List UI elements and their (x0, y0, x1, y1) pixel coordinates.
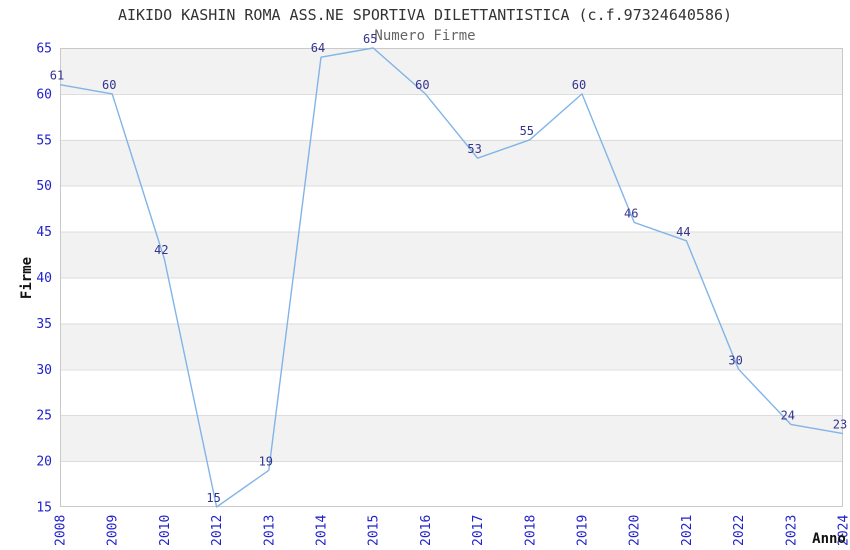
plot-band (60, 93, 843, 140)
chart-title: AIKIDO KASHIN ROMA ASS.NE SPORTIVA DILET… (117, 6, 733, 24)
y-tick-label: 60 (36, 87, 52, 102)
x-tick-label: 2009 (106, 515, 121, 546)
data-point-label: 44 (676, 225, 690, 239)
plot-band (60, 323, 843, 370)
data-point-label: 24 (781, 408, 795, 422)
x-tick-label: 2023 (784, 515, 799, 546)
data-point-label: 65 (363, 32, 377, 46)
plot-band (60, 48, 843, 94)
x-tick-label: 2013 (262, 515, 277, 546)
x-tick-label: 2018 (523, 515, 538, 546)
y-tick-label: 65 (36, 42, 52, 57)
data-point-label: 60 (415, 78, 429, 92)
plot-band (60, 231, 843, 278)
x-tick-label: 2010 (158, 515, 173, 546)
y-tick-label: 35 (36, 317, 52, 332)
x-axis-title: Anno (812, 531, 846, 547)
x-tick-label: 2020 (628, 515, 643, 546)
x-tick-label: 2008 (54, 515, 69, 546)
x-tick-label: 2021 (680, 515, 695, 546)
y-tick-label: 30 (36, 363, 52, 378)
plot-band (60, 277, 843, 324)
x-tick-label: 2016 (419, 515, 434, 546)
plot-band (60, 461, 843, 507)
y-tick-label: 25 (36, 409, 52, 424)
data-point-label: 60 (102, 78, 116, 92)
plot-border (60, 48, 843, 507)
x-tick-label: 2014 (315, 515, 330, 546)
data-point-label: 64 (311, 41, 325, 55)
x-tick-label: 2024 (837, 515, 850, 546)
data-point-label: 19 (259, 454, 273, 468)
y-tick-label: 50 (36, 179, 52, 194)
data-point-label: 46 (624, 206, 638, 220)
x-tick-label: 2017 (471, 515, 486, 546)
plot-band (60, 139, 843, 186)
data-point-label: 30 (728, 353, 742, 367)
x-tick-label: 2019 (576, 515, 591, 546)
plot-band (60, 185, 843, 232)
x-tick-label: 2022 (732, 515, 747, 546)
data-point-label: 53 (467, 142, 481, 156)
y-tick-label: 15 (36, 501, 52, 516)
y-tick-label: 55 (36, 133, 52, 148)
y-tick-label: 40 (36, 271, 52, 286)
y-tick-label: 20 (36, 455, 52, 470)
plot-band (60, 369, 843, 416)
data-point-label: 23 (833, 418, 847, 432)
x-tick-label: 2012 (210, 515, 225, 546)
y-tick-label: 45 (36, 225, 52, 240)
data-point-label: 61 (50, 69, 64, 83)
plot-band (60, 415, 843, 462)
data-point-label: 15 (206, 491, 220, 505)
data-line (59, 47, 844, 508)
x-tick-label: 2015 (367, 515, 382, 546)
chart-subtitle: Numero Firme (374, 28, 476, 44)
data-point-label: 42 (154, 243, 168, 257)
data-point-label: 60 (572, 78, 586, 92)
data-point-label: 55 (520, 124, 534, 138)
